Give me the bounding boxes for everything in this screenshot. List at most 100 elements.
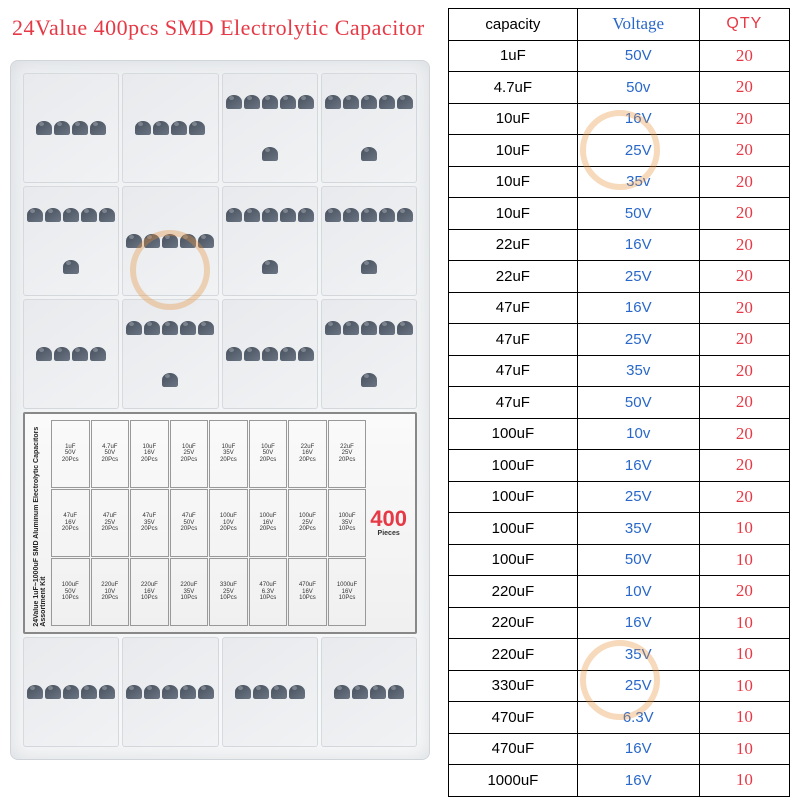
capacitor-icon <box>189 121 205 135</box>
capacitor-icon <box>144 685 160 699</box>
spec-table: capacity Voltage QTY 1uF50V204.7uF50v201… <box>448 8 790 797</box>
capacitor-icon <box>144 234 160 248</box>
table-row: 47uF35v20 <box>449 355 790 387</box>
capacitor-icon <box>334 685 350 699</box>
box-label-cell: 47uF50V20Pcs <box>170 489 209 557</box>
capacitor-icon <box>361 147 377 161</box>
cell-capacity: 22uF <box>449 261 578 293</box>
cell-qty: 20 <box>699 166 789 198</box>
box-label-cell: 220uF16V10Pcs <box>130 558 169 626</box>
box-label-cell: 22uF16V20Pcs <box>288 420 327 488</box>
capacitor-icon <box>72 121 88 135</box>
box-label-cell: 47uF25V20Pcs <box>91 489 130 557</box>
capacitor-icon <box>244 95 260 109</box>
cell-voltage: 35V <box>577 513 699 545</box>
cell-qty: 20 <box>699 481 789 513</box>
capacitor-icon <box>361 373 377 387</box>
capacitor-icon <box>226 347 242 361</box>
capacitor-icon <box>90 347 106 361</box>
table-row: 1uF50V20 <box>449 40 790 72</box>
box-label-cell: 47uF35V20Pcs <box>130 489 169 557</box>
cell-voltage: 35V <box>577 639 699 671</box>
cell-qty: 20 <box>699 72 789 104</box>
capacitor-icon <box>198 321 214 335</box>
cell-qty: 20 <box>699 40 789 72</box>
compartment <box>321 299 417 409</box>
capacitor-icon <box>325 208 341 222</box>
capacitor-icon <box>63 685 79 699</box>
compartment <box>23 299 119 409</box>
capacitor-icon <box>180 685 196 699</box>
capacitor-icon <box>397 95 413 109</box>
table-row: 100uF10v20 <box>449 418 790 450</box>
table-row: 100uF35V10 <box>449 513 790 545</box>
capacitor-icon <box>162 685 178 699</box>
box-label-cell: 10uF16V20Pcs <box>130 420 169 488</box>
box-label: 24Value 1uF~1000uF SMD Aluminum Electrol… <box>23 412 417 635</box>
capacitor-icon <box>27 685 43 699</box>
cell-voltage: 50V <box>577 387 699 419</box>
cell-capacity: 330uF <box>449 670 578 702</box>
table-row: 22uF25V20 <box>449 261 790 293</box>
cell-voltage: 10V <box>577 576 699 608</box>
capacitor-icon <box>45 685 61 699</box>
cell-capacity: 470uF <box>449 733 578 765</box>
header-capacity: capacity <box>449 9 578 41</box>
cell-qty: 10 <box>699 513 789 545</box>
table-row: 1000uF16V10 <box>449 765 790 797</box>
cell-qty: 10 <box>699 765 789 797</box>
cell-capacity: 10uF <box>449 135 578 167</box>
capacitor-icon <box>27 208 43 222</box>
cell-voltage: 16V <box>577 229 699 261</box>
capacitor-icon <box>235 685 251 699</box>
table-row: 220uF10V20 <box>449 576 790 608</box>
compartment <box>222 637 318 747</box>
box-label-cell: 4.7uF50V20Pcs <box>91 420 130 488</box>
capacitor-icon <box>180 321 196 335</box>
table-row: 10uF50V20 <box>449 198 790 230</box>
box-label-cell: 47uF16V20Pcs <box>51 489 90 557</box>
cell-capacity: 10uF <box>449 166 578 198</box>
table-row: 330uF25V10 <box>449 670 790 702</box>
box-label-cell: 1uF50V20Pcs <box>51 420 90 488</box>
cell-voltage: 16V <box>577 103 699 135</box>
table-row: 10uF35v20 <box>449 166 790 198</box>
capacitor-icon <box>298 95 314 109</box>
capacitor-icon <box>289 685 305 699</box>
capacitor-icon <box>81 685 97 699</box>
cell-capacity: 100uF <box>449 481 578 513</box>
compartment <box>222 186 318 296</box>
compartment <box>222 299 318 409</box>
table-row: 47uF50V20 <box>449 387 790 419</box>
capacitor-icon <box>280 208 296 222</box>
cell-qty: 20 <box>699 103 789 135</box>
capacitor-icon <box>298 347 314 361</box>
capacitor-icon <box>370 685 386 699</box>
cell-voltage: 35v <box>577 166 699 198</box>
cell-capacity: 47uF <box>449 355 578 387</box>
capacitor-icon <box>99 208 115 222</box>
capacitor-icon <box>379 208 395 222</box>
box-label-cell: 100uF25V20Pcs <box>288 489 327 557</box>
table-row: 470uF6.3V10 <box>449 702 790 734</box>
capacitor-icon <box>72 347 88 361</box>
cell-voltage: 16V <box>577 733 699 765</box>
capacitor-icon <box>244 347 260 361</box>
capacitor-icon <box>45 208 61 222</box>
cell-qty: 10 <box>699 607 789 639</box>
compartment <box>23 637 119 747</box>
capacitor-icon <box>343 208 359 222</box>
box-label-cell: 10uF35V20Pcs <box>209 420 248 488</box>
box-label-cell: 22uF25V20Pcs <box>328 420 367 488</box>
cell-voltage: 25V <box>577 135 699 167</box>
capacitor-icon <box>262 347 278 361</box>
capacitor-icon <box>90 121 106 135</box>
cell-voltage: 25V <box>577 481 699 513</box>
table-row: 470uF16V10 <box>449 733 790 765</box>
cell-qty: 20 <box>699 355 789 387</box>
capacitor-icon <box>226 95 242 109</box>
cell-qty: 20 <box>699 387 789 419</box>
capacitor-icon <box>271 685 287 699</box>
capacitor-icon <box>352 685 368 699</box>
cell-voltage: 50V <box>577 198 699 230</box>
